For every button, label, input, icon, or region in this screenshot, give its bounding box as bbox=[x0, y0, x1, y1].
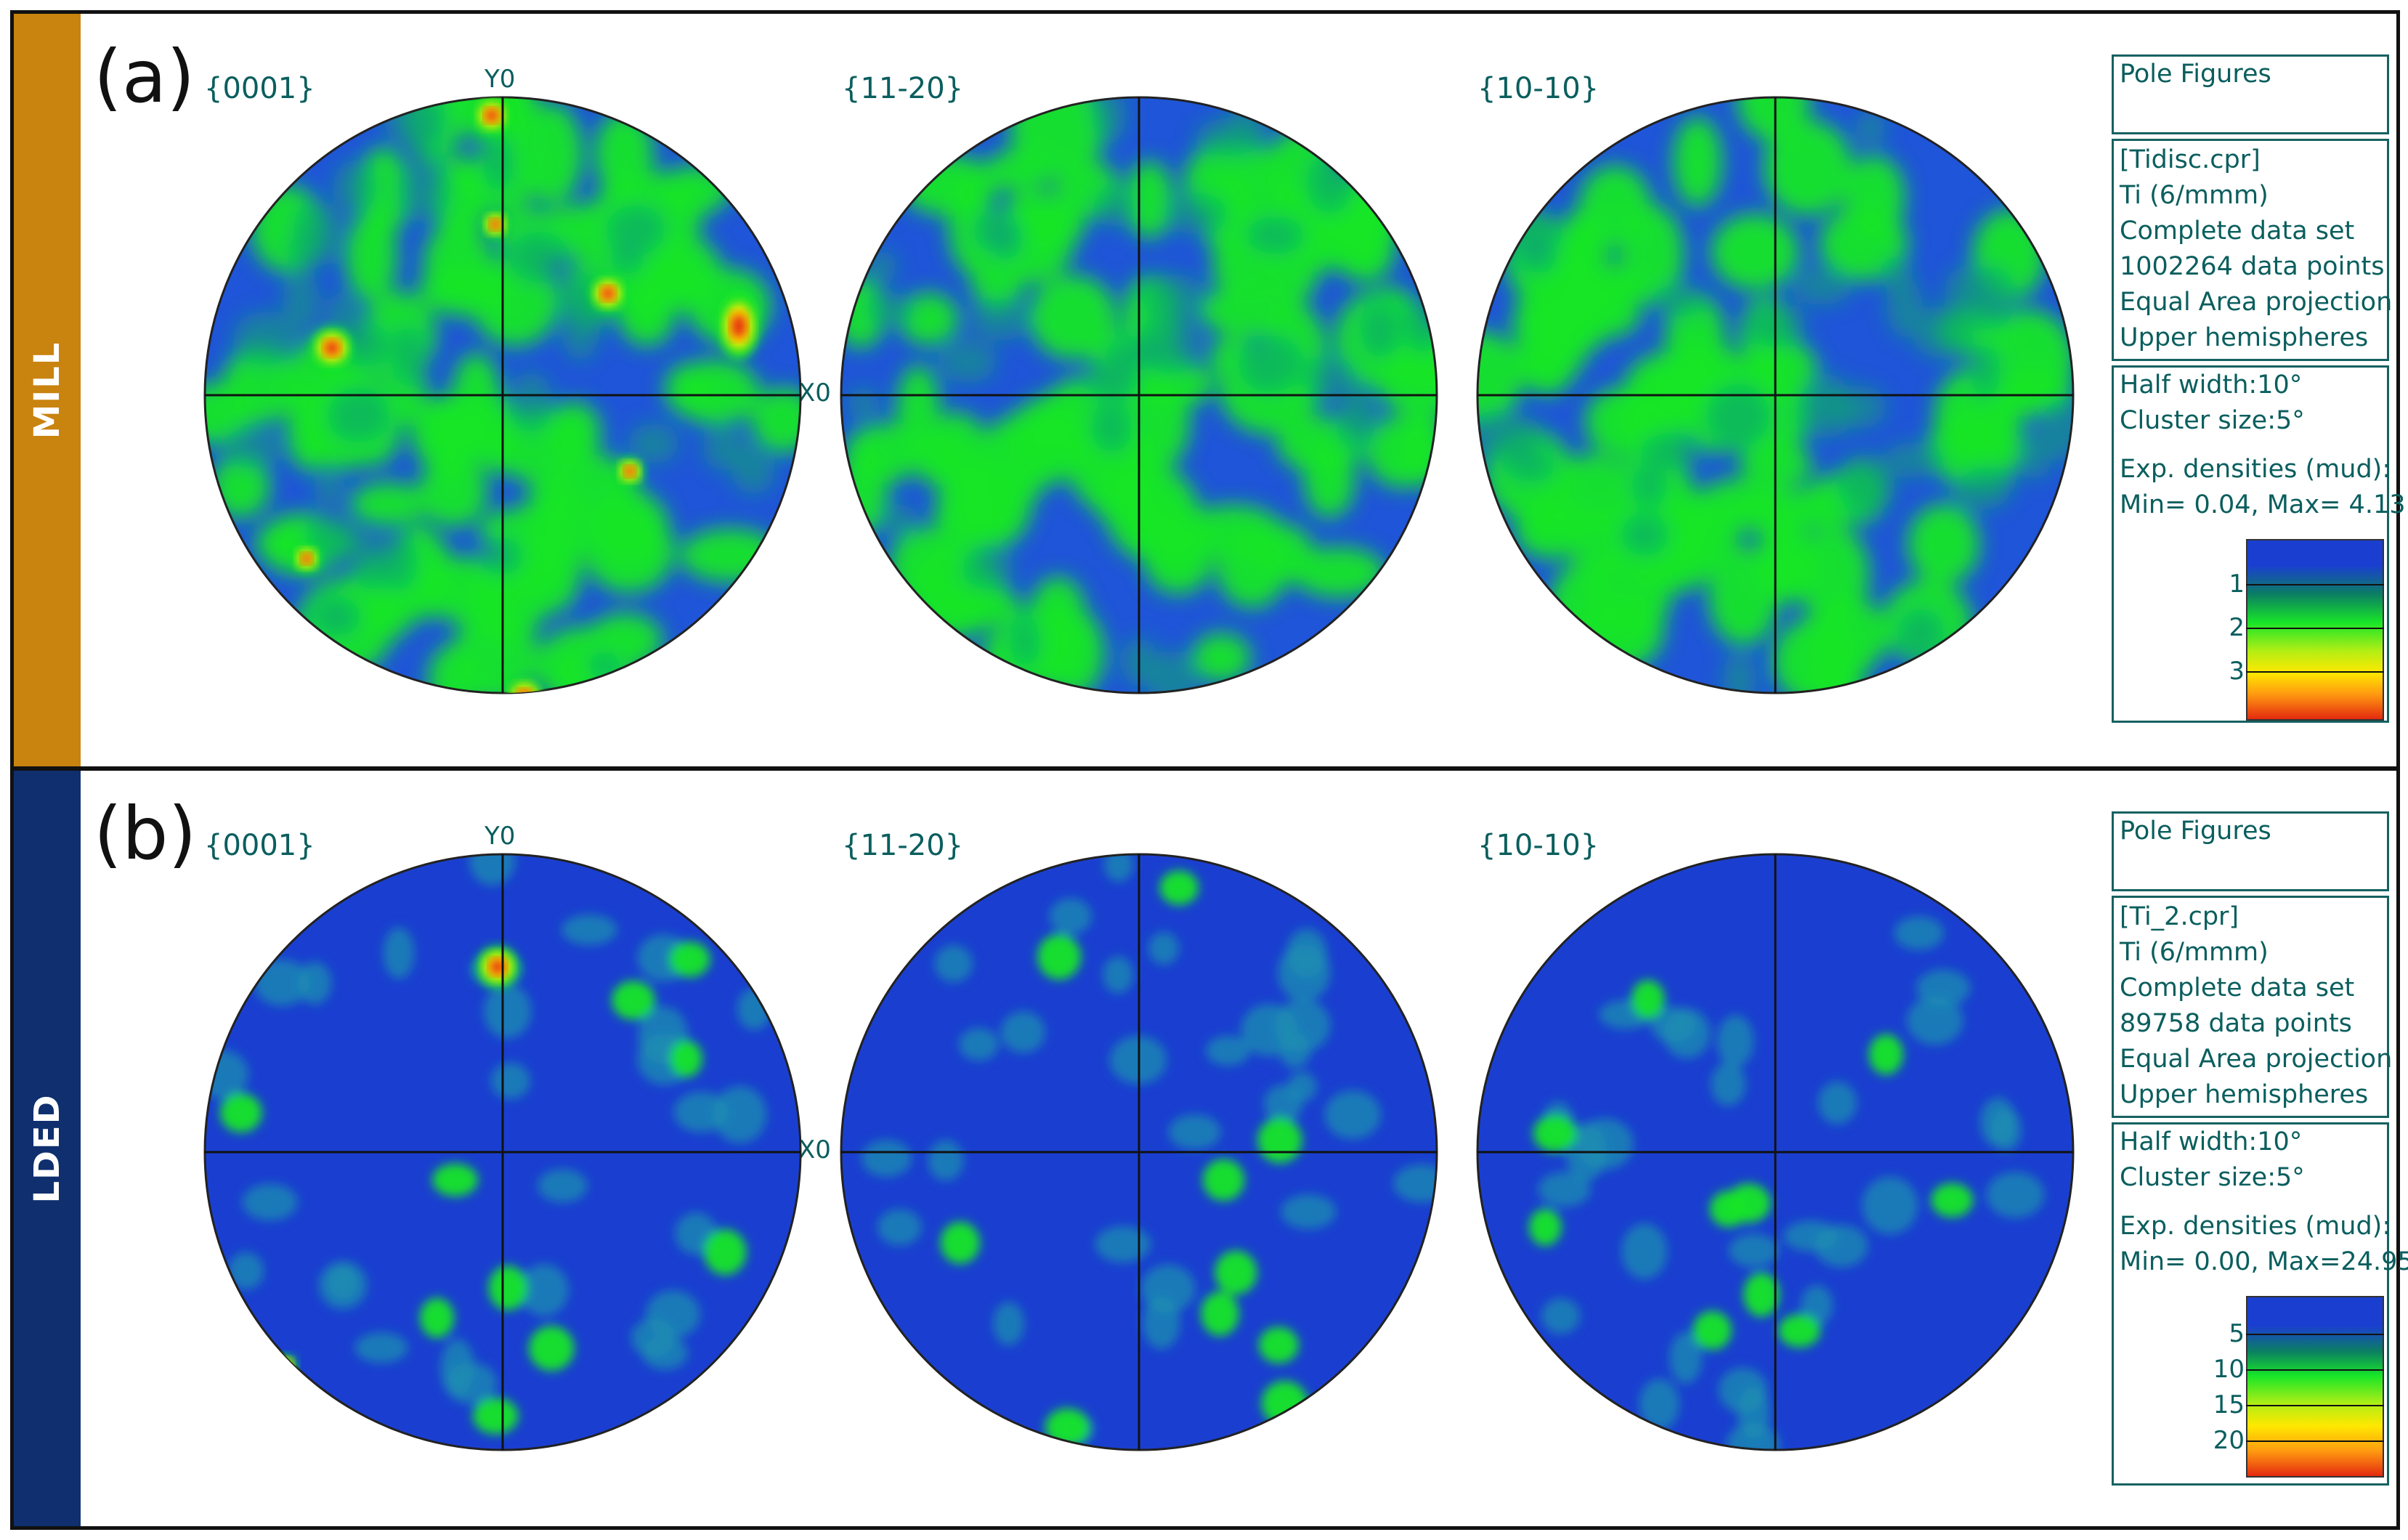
dataset-box: [Ti_2.cpr] Ti (6/mmm) Complete data set … bbox=[2112, 896, 2393, 1118]
info-line: Ti (6/mmm) bbox=[2120, 181, 2269, 210]
density-box: Half width:10° Cluster size:5° Exp. dens… bbox=[2112, 365, 2406, 723]
pole-figure-10-10 bbox=[1476, 853, 2075, 1451]
legend-tick bbox=[2246, 1334, 2384, 1335]
title-box: Pole Figures bbox=[2112, 811, 2389, 891]
info-line: Equal Area projection bbox=[2120, 288, 2393, 317]
title-box: Pole Figures bbox=[2112, 54, 2389, 134]
info-line: 89758 data points bbox=[2120, 1009, 2352, 1038]
x-axis-label: X0 bbox=[798, 378, 831, 408]
info-line: Complete data set bbox=[2120, 973, 2355, 1002]
side-label: LDED bbox=[27, 1093, 68, 1204]
plane-label: {10-10} bbox=[1477, 829, 1600, 862]
plane-label: {10-10} bbox=[1477, 72, 1600, 105]
legend-value: 15 bbox=[2213, 1390, 2245, 1419]
panel-mill: MILL (a) {0001} {11-20} {10-10} Y0 X0 Po… bbox=[10, 10, 2406, 770]
info-line: Complete data set bbox=[2120, 216, 2355, 246]
side-band-mill: MILL bbox=[14, 14, 81, 766]
panel-letter: (a) bbox=[94, 34, 195, 119]
cluster-size: Cluster size:5° bbox=[2120, 406, 2305, 435]
min-max: Min= 0.00, Max=24.95 bbox=[2120, 1247, 2408, 1276]
color-legend bbox=[2246, 1296, 2384, 1478]
legend-value: 5 bbox=[2229, 1319, 2245, 1348]
y-axis-label: Y0 bbox=[485, 822, 516, 851]
legend-tick bbox=[2246, 584, 2384, 585]
dataset-box: [Tidisc.cpr] Ti (6/mmm) Complete data se… bbox=[2112, 139, 2393, 361]
densities-label: Exp. densities (mud): bbox=[2120, 455, 2391, 484]
x-axis-label: X0 bbox=[798, 1135, 831, 1164]
legend-value: 2 bbox=[2229, 613, 2245, 642]
info-line: Upper hemispheres bbox=[2120, 1080, 2369, 1109]
info-line: 1002264 data points bbox=[2120, 252, 2385, 281]
side-label: MILL bbox=[27, 341, 68, 439]
plane-label: {11-20} bbox=[842, 829, 964, 862]
min-max: Min= 0.04, Max= 4.13 bbox=[2120, 490, 2406, 519]
half-width: Half width:10° bbox=[2120, 370, 2303, 400]
legend-tick bbox=[2246, 671, 2384, 673]
cluster-size: Cluster size:5° bbox=[2120, 1163, 2305, 1192]
info-line: [Ti_2.cpr] bbox=[2120, 902, 2239, 931]
y-axis-label: Y0 bbox=[485, 65, 516, 94]
side-band-lded: LDED bbox=[14, 771, 81, 1526]
half-width: Half width:10° bbox=[2120, 1127, 2303, 1156]
plane-label: {0001} bbox=[204, 72, 315, 105]
pole-figure-11-20 bbox=[840, 96, 1438, 694]
pole-figure-0001 bbox=[203, 853, 802, 1451]
legend-tick bbox=[2246, 1405, 2384, 1406]
plane-label: {11-20} bbox=[842, 72, 964, 105]
info-line: Ti (6/mmm) bbox=[2120, 938, 2269, 967]
densities-label: Exp. densities (mud): bbox=[2120, 1212, 2391, 1241]
plane-label: {0001} bbox=[204, 829, 315, 862]
legend-value: 10 bbox=[2213, 1355, 2245, 1384]
info-line: Upper hemispheres bbox=[2120, 323, 2369, 352]
info-title: Pole Figures bbox=[2120, 60, 2271, 89]
color-legend bbox=[2246, 539, 2384, 721]
info-line: [Tidisc.cpr] bbox=[2120, 145, 2261, 174]
legend-tick bbox=[2246, 1369, 2384, 1371]
legend-tick bbox=[2246, 628, 2384, 629]
legend-value: 1 bbox=[2229, 570, 2245, 599]
pole-figure-0001 bbox=[203, 96, 802, 694]
pole-figure-10-10 bbox=[1476, 96, 2075, 694]
legend-tick bbox=[2246, 1440, 2384, 1442]
legend-value: 20 bbox=[2213, 1426, 2245, 1455]
info-title: Pole Figures bbox=[2120, 816, 2271, 846]
info-line: Equal Area projection bbox=[2120, 1045, 2393, 1074]
legend-value: 3 bbox=[2229, 657, 2245, 686]
pole-figure-11-20 bbox=[840, 853, 1438, 1451]
panel-lded: LDED (b) {0001} {11-20} {10-10} Y0 X0 Po… bbox=[10, 767, 2408, 1530]
panel-letter: (b) bbox=[94, 791, 197, 876]
density-box: Half width:10° Cluster size:5° Exp. dens… bbox=[2112, 1122, 2408, 1486]
